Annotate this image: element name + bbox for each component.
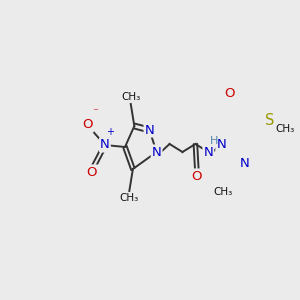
Text: CH₃: CH₃ — [121, 92, 140, 102]
Text: O: O — [87, 166, 97, 178]
Text: N: N — [203, 146, 213, 158]
Text: N: N — [152, 146, 161, 158]
Text: N: N — [240, 157, 250, 169]
Text: ⁻: ⁻ — [93, 107, 98, 117]
Text: O: O — [224, 87, 234, 101]
Text: S: S — [265, 113, 274, 128]
Text: CH₃: CH₃ — [214, 187, 233, 197]
Text: O: O — [82, 118, 93, 131]
Text: CH₃: CH₃ — [275, 124, 295, 134]
Text: +: + — [106, 127, 114, 137]
Text: N: N — [100, 139, 110, 152]
Text: CH₃: CH₃ — [120, 193, 139, 203]
Text: N: N — [145, 124, 154, 136]
Text: H: H — [210, 136, 218, 146]
Text: N: N — [216, 137, 226, 151]
Text: O: O — [192, 169, 202, 182]
